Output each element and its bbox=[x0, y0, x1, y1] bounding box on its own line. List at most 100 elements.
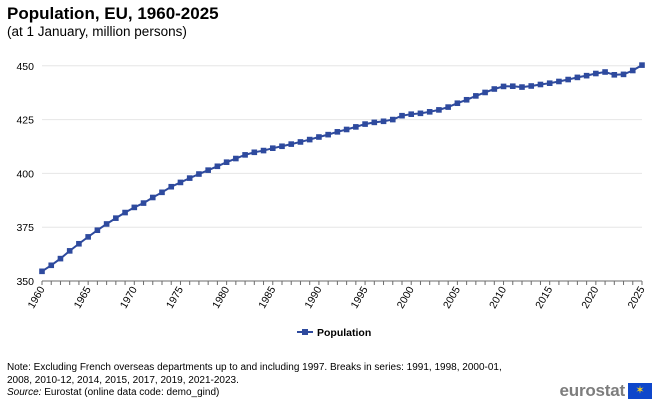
data-point-1983 bbox=[251, 149, 258, 156]
data-point-1964 bbox=[76, 240, 82, 247]
source-line: Source: Eurostat (online data code: demo… bbox=[7, 387, 502, 400]
chart-subtitle: (at 1 January, million persons) bbox=[7, 24, 187, 39]
x-tick-label-1975: 1975 bbox=[164, 284, 186, 310]
x-tick-label-2000: 2000 bbox=[395, 284, 417, 310]
x-tick-label-2005: 2005 bbox=[441, 284, 463, 310]
data-point-2024 bbox=[629, 67, 636, 74]
source-text: Eurostat (online data code: demo_gind) bbox=[41, 387, 220, 398]
data-point-2007 bbox=[473, 93, 479, 99]
data-point-2006 bbox=[463, 96, 470, 103]
data-point-1981 bbox=[233, 155, 239, 162]
data-point-1970 bbox=[131, 204, 138, 211]
eu-flag-icon: ✶ bbox=[628, 383, 652, 399]
series-line-population bbox=[41, 64, 643, 273]
y-tick-label-400: 400 bbox=[16, 168, 34, 180]
logo-text: eurostat bbox=[559, 381, 626, 400]
data-point-2014 bbox=[537, 81, 544, 88]
data-point-2019 bbox=[583, 72, 590, 79]
series-population bbox=[39, 62, 645, 275]
data-point-1978 bbox=[205, 167, 211, 173]
data-point-1971 bbox=[140, 200, 147, 206]
data-point-1972 bbox=[149, 194, 156, 201]
x-tick-label-1960: 1960 bbox=[26, 284, 48, 310]
x-tick-label-1995: 1995 bbox=[349, 284, 371, 310]
axes bbox=[41, 280, 643, 285]
data-point-1962 bbox=[57, 255, 64, 262]
data-point-1977 bbox=[196, 171, 202, 177]
data-point-1992 bbox=[334, 129, 341, 135]
data-point-1997 bbox=[380, 118, 387, 125]
data-point-1995 bbox=[362, 121, 368, 127]
data-point-1974 bbox=[168, 183, 175, 190]
data-point-1994 bbox=[353, 124, 359, 130]
data-point-1967 bbox=[103, 221, 110, 227]
data-point-1968 bbox=[113, 215, 119, 221]
data-point-2004 bbox=[445, 104, 451, 110]
data-point-1966 bbox=[94, 227, 101, 234]
y-tick-label-375: 375 bbox=[16, 222, 34, 234]
data-point-1999 bbox=[399, 112, 405, 119]
data-point-2002 bbox=[426, 109, 433, 115]
y-tick-label-450: 450 bbox=[16, 61, 34, 73]
data-point-2013 bbox=[528, 83, 535, 89]
data-point-2008 bbox=[482, 89, 488, 96]
x-tick-label-1990: 1990 bbox=[302, 284, 324, 310]
data-point-1988 bbox=[297, 139, 304, 145]
data-point-2020 bbox=[593, 70, 599, 77]
x-tick-label-1980: 1980 bbox=[210, 284, 232, 310]
source-label: Source: bbox=[7, 387, 42, 398]
data-point-2005 bbox=[454, 100, 461, 107]
x-tick-label-2015: 2015 bbox=[533, 284, 555, 310]
legend: Population bbox=[297, 327, 371, 339]
data-point-1998 bbox=[389, 116, 396, 123]
footnote: Note: Excluding French overseas departme… bbox=[7, 362, 502, 400]
data-point-1985 bbox=[269, 145, 276, 151]
data-point-2003 bbox=[436, 107, 442, 113]
data-point-2010 bbox=[500, 83, 507, 90]
data-point-1996 bbox=[371, 119, 378, 126]
data-point-1989 bbox=[306, 136, 313, 143]
gridlines bbox=[42, 65, 642, 228]
data-point-2012 bbox=[519, 84, 525, 90]
data-point-2023 bbox=[620, 71, 627, 78]
data-point-2015 bbox=[546, 80, 553, 86]
x-tick-label-1965: 1965 bbox=[72, 284, 94, 310]
data-point-1984 bbox=[260, 147, 267, 154]
data-point-1976 bbox=[186, 175, 193, 181]
x-tick-label-1970: 1970 bbox=[118, 284, 140, 310]
chart-title: Population, EU, 1960-2025 bbox=[7, 4, 219, 23]
legend-label-population: Population bbox=[317, 327, 371, 339]
data-point-2001 bbox=[417, 110, 424, 117]
data-point-1973 bbox=[159, 189, 165, 196]
data-point-1991 bbox=[325, 131, 331, 138]
data-point-1993 bbox=[343, 126, 350, 133]
data-point-1963 bbox=[66, 248, 73, 254]
legend-marker-swatch bbox=[302, 329, 308, 335]
data-point-1975 bbox=[177, 179, 184, 186]
data-point-2000 bbox=[408, 111, 415, 117]
data-point-2009 bbox=[491, 86, 498, 92]
data-point-1982 bbox=[242, 152, 248, 158]
note-line-2: 2008, 2010-12, 2014, 2015, 2017, 2019, 2… bbox=[7, 374, 239, 386]
data-point-1980 bbox=[223, 159, 230, 165]
y-tick-label-425: 425 bbox=[16, 115, 34, 127]
x-tick-label-2020: 2020 bbox=[579, 284, 601, 310]
data-point-1987 bbox=[288, 141, 295, 147]
note-line-1: Note: Excluding French overseas departme… bbox=[7, 362, 502, 373]
data-point-2011 bbox=[509, 83, 516, 90]
data-point-1986 bbox=[279, 143, 285, 150]
data-point-2021 bbox=[602, 69, 608, 75]
x-tick-label-2010: 2010 bbox=[487, 284, 509, 310]
data-point-1969 bbox=[122, 209, 128, 216]
data-point-2016 bbox=[556, 78, 562, 85]
data-point-2025 bbox=[639, 62, 645, 68]
x-tick-label-1985: 1985 bbox=[256, 284, 278, 310]
y-tick-label-350: 350 bbox=[16, 276, 34, 288]
data-point-1960 bbox=[39, 268, 45, 275]
data-point-1965 bbox=[85, 234, 91, 240]
data-point-1990 bbox=[316, 134, 322, 140]
x-tick-label-2025: 2025 bbox=[626, 284, 648, 310]
data-point-1979 bbox=[214, 163, 221, 170]
data-point-2017 bbox=[565, 76, 571, 83]
eurostat-logo: eurostat ✶ bbox=[559, 381, 652, 400]
